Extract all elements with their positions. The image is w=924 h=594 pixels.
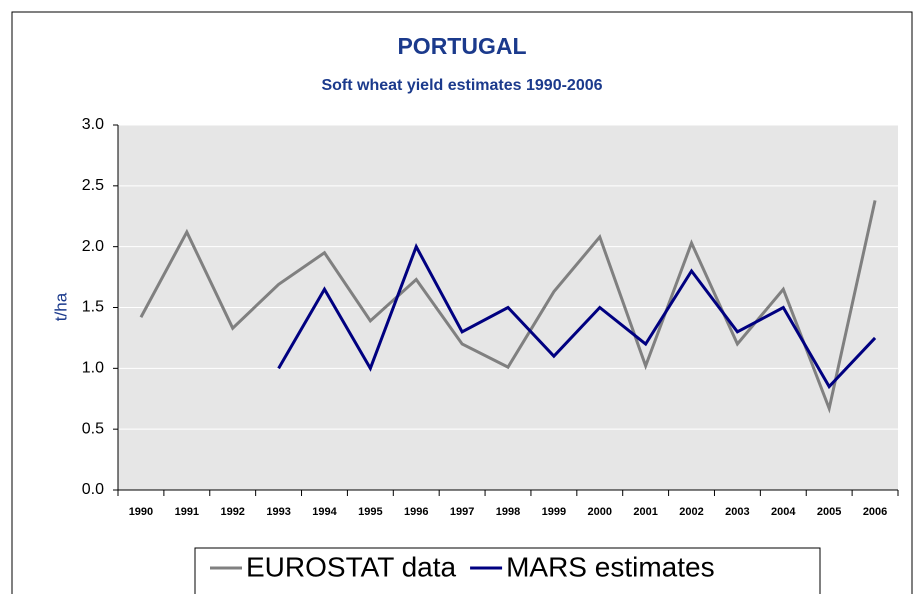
x-tick-label: 2001 [633, 506, 657, 518]
y-tick-label: 0.0 [82, 481, 104, 498]
legend-label: MARS estimates [506, 551, 715, 582]
x-tick-label: 2002 [679, 506, 703, 518]
legend-label: EUROSTAT data [246, 551, 456, 582]
y-tick-label: 0.5 [82, 420, 104, 437]
series-line [139, 200, 877, 414]
series-line [277, 243, 877, 390]
x-tick-label: 1997 [450, 506, 474, 518]
x-tick-label: 1994 [312, 506, 337, 518]
x-tick-label: 1996 [404, 506, 428, 518]
x-tick-label: 1993 [266, 506, 290, 518]
y-tick-label: 2.0 [82, 238, 104, 255]
y-tick-label: 1.0 [82, 360, 104, 377]
x-tick-label: 1995 [358, 506, 382, 518]
x-tick-label: 1992 [220, 506, 244, 518]
chart-subtitle: Soft wheat yield estimates 1990-2006 [321, 77, 602, 94]
y-tick-label: 2.5 [82, 177, 104, 194]
x-tick-label: 1999 [542, 506, 566, 518]
x-tick-label: 2005 [817, 506, 841, 518]
y-axis-label: t/ha [51, 292, 70, 321]
x-tick-label: 1998 [496, 506, 520, 518]
x-tick-label: 2004 [771, 506, 796, 518]
y-tick-label: 3.0 [82, 116, 104, 133]
y-tick-label: 1.5 [82, 299, 104, 316]
chart-title: PORTUGAL [397, 33, 526, 59]
x-tick-label: 1991 [175, 506, 199, 518]
legend [194, 547, 821, 594]
x-tick-label: 2003 [725, 506, 749, 518]
x-tick-label: 1990 [129, 506, 153, 518]
x-tick-label: 2000 [588, 506, 612, 518]
x-tick-label: 2006 [863, 506, 887, 518]
